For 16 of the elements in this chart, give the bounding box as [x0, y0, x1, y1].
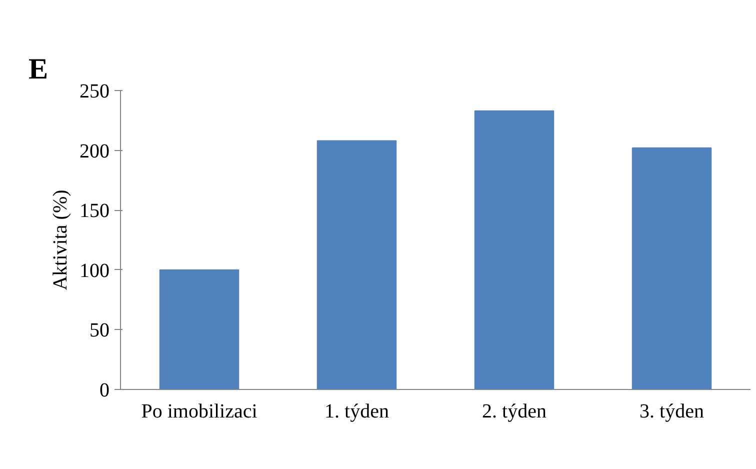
y-axis-title: Aktivita (%)	[50, 190, 72, 290]
bar	[316, 140, 397, 390]
x-tick-label: Po imobilizaci	[141, 400, 258, 422]
chart-title: E	[28, 54, 48, 86]
y-tick-label: 250	[80, 80, 110, 102]
bar	[632, 147, 712, 390]
x-tick-label: 2. týden	[482, 400, 546, 422]
bar	[474, 110, 554, 390]
x-tick-label: 3. týden	[640, 400, 704, 422]
y-tick-label: 100	[80, 260, 110, 282]
y-tick-label: 0	[100, 380, 110, 402]
y-tick-label: 200	[80, 140, 110, 162]
bar	[159, 269, 240, 390]
y-tick-label: 50	[90, 320, 110, 342]
y-tick-label: 150	[80, 200, 110, 222]
x-tick-label: 1. týden	[324, 400, 389, 422]
